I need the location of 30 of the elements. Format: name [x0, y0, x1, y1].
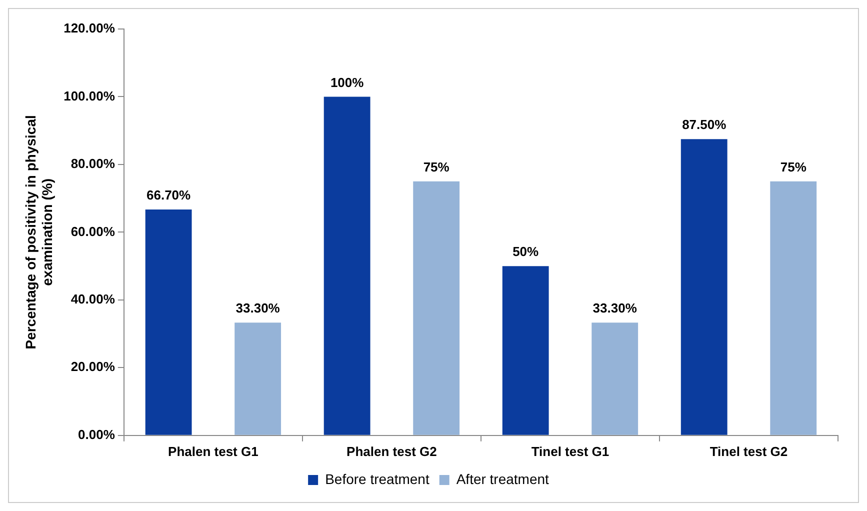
data-label: 75%: [423, 159, 450, 174]
x-tick-label: Tinel test G2: [710, 444, 788, 459]
data-label: 87.50%: [682, 117, 727, 132]
bar: [592, 322, 638, 435]
y-tick-label: 80.00%: [70, 156, 116, 172]
y-tick-label: 60.00%: [70, 224, 116, 239]
x-tick-label: Phalen test G2: [346, 444, 437, 459]
y-tick-label: 0.00%: [78, 426, 116, 442]
data-label: 33.30%: [236, 300, 280, 316]
bar: [324, 96, 370, 435]
y-tick-label: 100.00%: [64, 88, 116, 104]
legend-label: After treatment: [456, 470, 550, 487]
y-tick-label: 20.00%: [70, 359, 116, 374]
legend-label: Before treatment: [325, 470, 430, 487]
bar: [234, 322, 282, 435]
data-label: 75%: [780, 159, 807, 174]
y-axis-title: Percentage of positivity in physical examination (%): [22, 115, 56, 350]
x-tick-label: Tinel test G1: [531, 444, 610, 459]
x-tick-label: Phalen test G1: [168, 444, 258, 459]
bar: [770, 181, 817, 435]
bar: [145, 210, 192, 435]
y-tick-label: 120.00%: [64, 20, 116, 36]
data-label: 66.70%: [146, 188, 192, 203]
y-tick-label: 40.00%: [70, 292, 116, 307]
bar: [502, 266, 549, 435]
data-label: 50%: [512, 244, 540, 260]
data-label: 100%: [330, 74, 364, 90]
bar: [680, 139, 728, 435]
bar: [413, 181, 460, 435]
data-label: 33.30%: [592, 300, 638, 316]
